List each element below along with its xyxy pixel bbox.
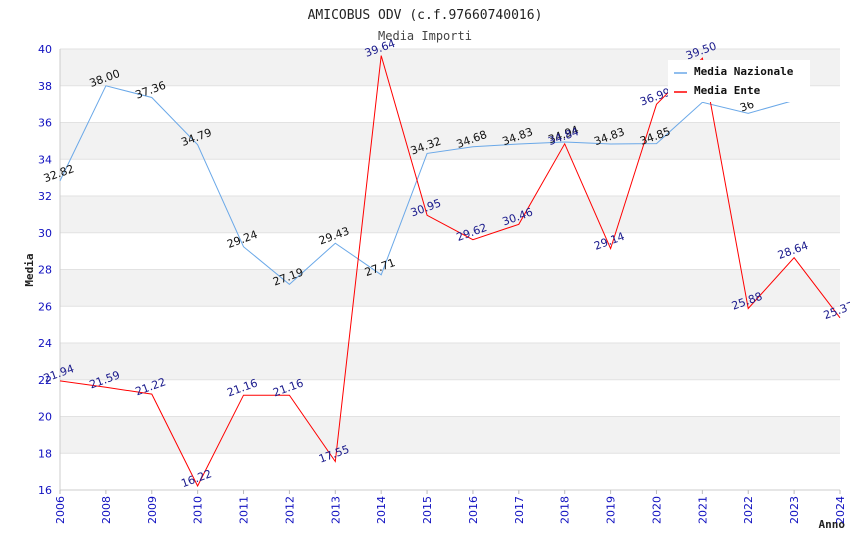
y-tick-label: 16 — [38, 484, 52, 497]
grid-band — [60, 269, 840, 307]
y-axis-ticks: 16 18 20 22 24 26 28 30 32 34 36 38 40 — [38, 43, 52, 497]
grid-bands — [60, 49, 840, 454]
x-tick-label: 2023 — [788, 496, 801, 524]
x-axis-ticks: 2006 2008 2009 2010 2011 2012 2013 2014 2015 2016… — [54, 490, 847, 524]
y-tick-label: 24 — [38, 337, 52, 350]
chart-subtitle: Media Importi — [378, 29, 472, 43]
y-tick-label: 32 — [38, 190, 52, 203]
y-tick-label: 34 — [38, 153, 52, 166]
x-tick-label: 2008 — [100, 496, 113, 524]
grid-band — [60, 343, 840, 380]
y-axis-label: Media — [23, 253, 36, 286]
data-label: 36.99 — [638, 86, 672, 109]
x-tick-label: 2019 — [605, 496, 618, 524]
x-tick-label: 2020 — [650, 496, 663, 524]
grid-lines — [60, 48, 840, 491]
y-tick-label: 26 — [38, 300, 52, 313]
x-tick-label: 2006 — [54, 496, 67, 524]
y-tick-label: 38 — [38, 80, 52, 93]
x-tick-label: 2016 — [467, 496, 480, 524]
y-tick-label: 30 — [38, 227, 52, 240]
x-tick-label: 2018 — [559, 496, 572, 524]
y-tick-label: 18 — [38, 447, 52, 460]
x-tick-label: 2022 — [742, 496, 755, 524]
data-label: 16.22 — [179, 467, 213, 490]
grid-band — [60, 416, 840, 454]
x-tick-label: 2010 — [192, 496, 205, 524]
x-tick-label: 2013 — [329, 496, 342, 524]
series-line-nazionale — [59, 85, 795, 286]
chart-title: AMICOBUS ODV (c.f.97660740016) — [308, 8, 543, 23]
x-axis-label: Anno — [819, 518, 846, 531]
legend-background — [668, 60, 810, 102]
x-tick-label: 2009 — [146, 496, 159, 524]
legend-label-nazionale: Media Nazionale — [694, 65, 794, 78]
y-tick-label: 20 — [38, 411, 52, 424]
legend-label-ente: Media Ente — [694, 84, 761, 97]
x-tick-label: 2011 — [238, 496, 251, 524]
y-tick-label: 36 — [38, 117, 52, 130]
data-label: 21.94 — [42, 362, 76, 385]
x-tick-label: 2012 — [283, 496, 296, 524]
x-tick-label: 2024 — [834, 496, 847, 524]
y-tick-label: 28 — [38, 264, 52, 277]
y-tick-label: 40 — [38, 43, 52, 56]
x-tick-label: 2021 — [696, 496, 709, 524]
grid-band — [60, 122, 840, 160]
x-tick-label: 2014 — [375, 496, 388, 524]
legend: Media Nazionale Media Ente — [668, 60, 810, 102]
y-tick-label: 22 — [38, 374, 52, 387]
x-tick-label: 2017 — [513, 496, 526, 524]
x-tick-label: 2015 — [421, 496, 434, 524]
grid-band — [60, 196, 840, 233]
